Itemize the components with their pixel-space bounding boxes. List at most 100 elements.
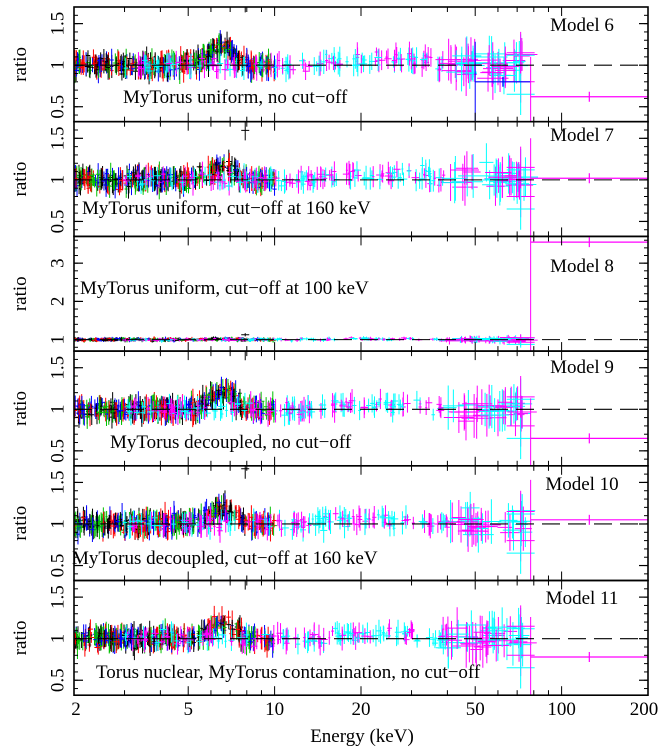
data-point	[258, 629, 263, 644]
data-point	[215, 169, 221, 190]
y-axis-title: ratio	[10, 620, 31, 655]
data-point	[329, 169, 334, 181]
data-point	[82, 168, 85, 186]
data-point	[237, 505, 241, 528]
data-point	[119, 173, 123, 187]
data-point	[217, 505, 221, 517]
data-point	[308, 405, 316, 419]
data-point	[211, 175, 215, 190]
data-point	[218, 612, 220, 630]
data-point	[147, 166, 153, 187]
data-point	[104, 173, 108, 197]
data-point	[269, 168, 274, 185]
data-point	[211, 605, 217, 628]
data-point	[188, 53, 195, 79]
data-point	[353, 168, 357, 187]
data-point	[254, 55, 259, 72]
data-point	[171, 623, 175, 647]
data-point	[206, 165, 213, 185]
data-point	[345, 162, 348, 178]
data-point	[133, 628, 137, 648]
data-point	[211, 38, 216, 52]
data-point	[322, 399, 327, 418]
data-point	[123, 176, 130, 186]
data-point	[307, 513, 312, 534]
y-tick-label: 0.5	[48, 668, 69, 692]
data-point	[316, 51, 324, 76]
data-point	[197, 630, 205, 641]
data-point	[424, 159, 428, 182]
data-point	[95, 177, 98, 197]
data-point	[83, 399, 90, 412]
panel-label: Torus nuclear, MyTorus contamination, no…	[96, 662, 481, 683]
data-point	[87, 619, 94, 639]
data-point	[451, 499, 467, 536]
data-point	[227, 167, 233, 178]
data-point	[335, 630, 343, 642]
data-point	[355, 632, 360, 643]
data-point	[89, 403, 93, 414]
data-point	[409, 336, 413, 341]
data-point	[185, 162, 190, 187]
data-point	[220, 33, 222, 54]
data-point	[101, 626, 104, 647]
data-point	[491, 46, 520, 87]
data-point	[441, 177, 444, 186]
data-point	[400, 59, 403, 73]
panels: 0.5 1 1.5 ratio MyTorus uniform, no cut−off M…	[10, 6, 659, 720]
data-point	[138, 55, 141, 79]
data-point	[355, 622, 363, 643]
data-point	[276, 513, 283, 529]
data-point	[348, 629, 357, 642]
data-point	[403, 634, 410, 645]
data-point	[87, 57, 94, 75]
data-point	[178, 183, 181, 199]
data-point	[222, 493, 225, 517]
data-point	[117, 167, 120, 190]
data-point	[147, 339, 151, 341]
data-point	[401, 515, 409, 526]
x-tick-label: 5	[183, 699, 193, 720]
y-tick-label: 1	[48, 519, 69, 529]
data-point	[151, 629, 160, 638]
data-point	[374, 47, 379, 57]
data-point	[203, 166, 207, 185]
data-point	[272, 182, 277, 196]
data-point	[245, 47, 249, 72]
x-tick-label: 50	[466, 699, 485, 720]
data-point	[253, 399, 260, 418]
y-tick-label: 1.5	[48, 12, 69, 36]
data-point	[105, 510, 108, 523]
data-point	[347, 622, 354, 645]
data-point	[174, 57, 180, 72]
data-point	[300, 58, 308, 72]
data-point	[339, 635, 342, 646]
data-point	[122, 524, 125, 534]
data-point	[278, 623, 283, 644]
high-energy-bin	[530, 138, 648, 237]
y-axis-title: ratio	[10, 506, 31, 541]
high-energy-bin	[530, 56, 648, 122]
data-point	[482, 170, 498, 200]
data-point	[411, 516, 415, 530]
data-point	[81, 516, 87, 536]
data-point	[477, 625, 495, 657]
data-point	[488, 156, 517, 198]
x-tick-label: 20	[352, 699, 371, 720]
data-point	[225, 181, 232, 191]
data-point	[396, 394, 402, 415]
data-point	[462, 385, 493, 422]
data-point	[103, 520, 106, 536]
data-point	[447, 619, 469, 649]
data-point	[218, 625, 227, 645]
data-point	[299, 52, 306, 69]
data-point	[425, 47, 431, 67]
x-tick-label: 200	[630, 699, 659, 720]
data-point	[84, 519, 91, 531]
data-point	[222, 621, 227, 634]
data-point	[141, 54, 148, 67]
data-point	[438, 397, 444, 419]
data-point	[123, 58, 128, 79]
data-point	[394, 619, 402, 645]
data-point	[134, 405, 140, 420]
